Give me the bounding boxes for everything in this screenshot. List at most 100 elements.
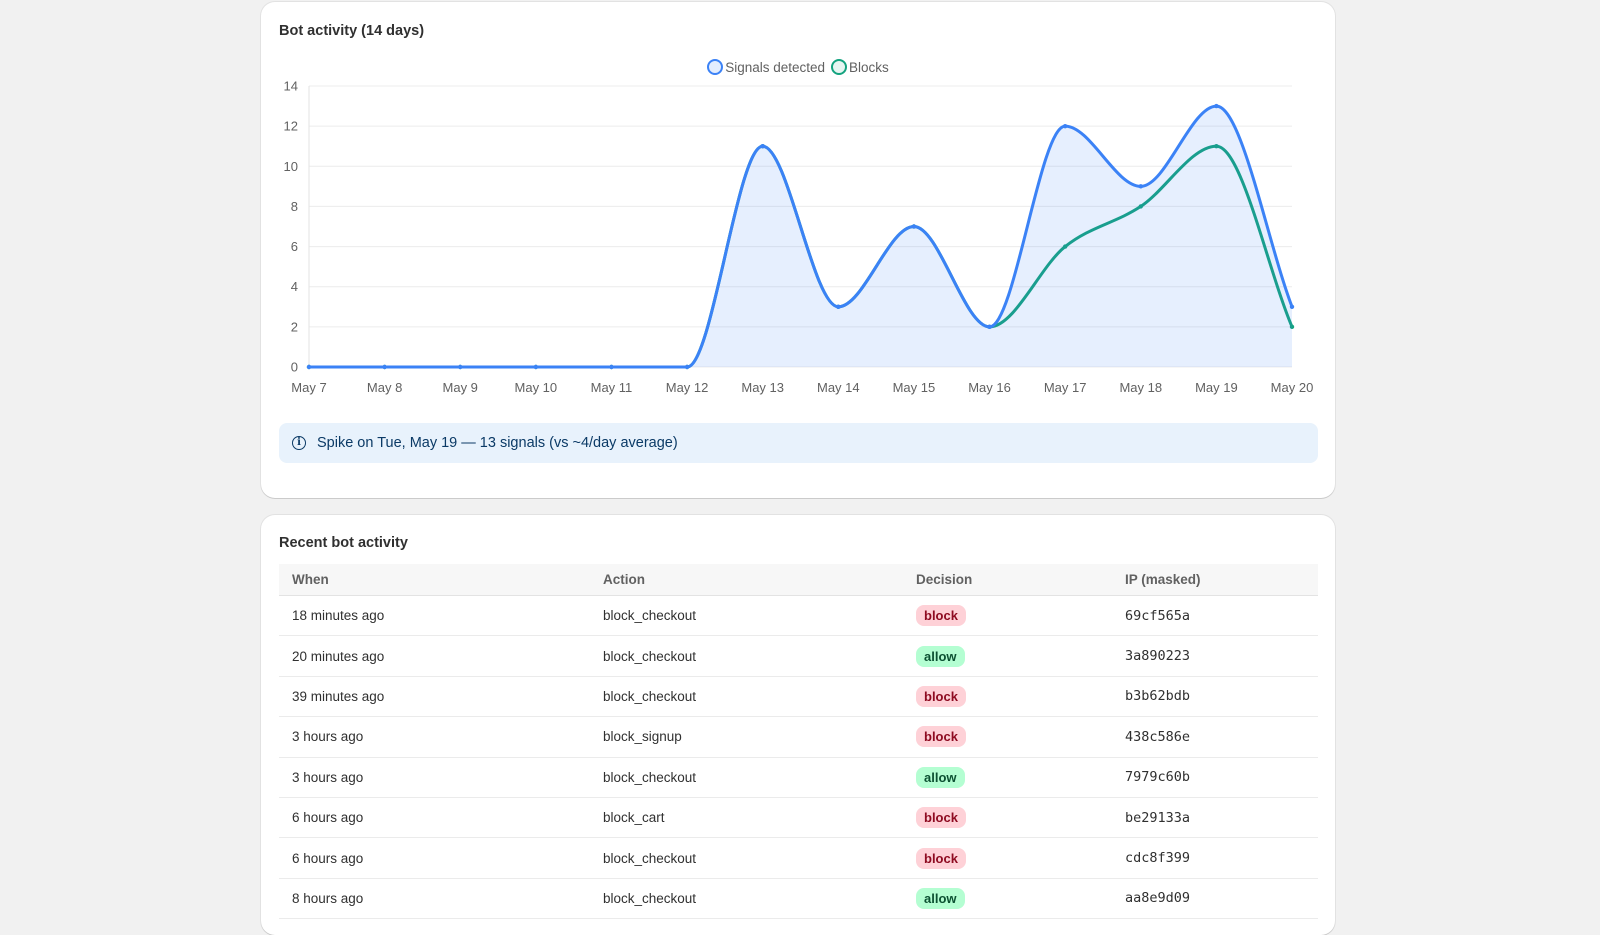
data-point-signals-detected xyxy=(760,144,765,149)
series-area-signals-detected xyxy=(309,106,1292,368)
row-ip: 438c586e xyxy=(1112,716,1318,758)
data-point-signals-detected xyxy=(458,364,463,370)
column-header-ip: IP (masked) xyxy=(1112,564,1318,596)
decision-badge: allow xyxy=(916,766,965,788)
x-tick-label: May 10 xyxy=(515,380,558,395)
row-when: 20 minutes ago xyxy=(279,635,590,677)
data-point-signals-detected xyxy=(382,364,387,370)
x-tick-label: May 19 xyxy=(1195,380,1238,395)
row-decision: allow xyxy=(903,635,1112,677)
column-header-action: Action xyxy=(590,564,903,596)
row-decision: block xyxy=(903,676,1112,718)
data-point-blocks xyxy=(1289,324,1295,330)
data-point-signals-detected xyxy=(684,364,690,370)
x-tick-label: May 7 xyxy=(291,380,326,395)
row-action: block_checkout xyxy=(590,878,903,920)
bot-activity-chart: 0 2 4 6 8 10 12 14 May 7 May 8 May 9 May 10 May 11 Ma… xyxy=(284,79,1314,396)
row-decision: block xyxy=(903,837,1112,879)
decision-badge: allow xyxy=(916,887,965,909)
row-decision: allow xyxy=(903,757,1112,798)
table-row[interactable]: 39 minutes ago block_checkout block b3b62bd… xyxy=(279,676,1318,718)
x-tick-label: May 13 xyxy=(741,380,784,395)
row-ip: cdc8f399 xyxy=(1112,837,1318,879)
data-point-signals-detected xyxy=(306,364,312,370)
x-tick-label: May 14 xyxy=(817,380,860,395)
spike-info-text: Spike on Tue, May 19 — 13 signals (vs ~4… xyxy=(317,435,678,451)
row-ip: 3a890223 xyxy=(1112,635,1318,677)
x-tick-label: May 15 xyxy=(893,380,936,395)
data-point-signals-detected xyxy=(533,364,539,370)
table-row[interactable]: 3 hours ago block_checkout allow 7979c60b xyxy=(279,757,1318,798)
row-decision: block xyxy=(903,716,1112,758)
row-decision: block xyxy=(903,797,1112,839)
data-point-signals-detected xyxy=(1062,123,1068,129)
row-when: 3 hours ago xyxy=(279,757,590,798)
row-action: block_checkout xyxy=(590,595,903,637)
column-header-decision: Decision xyxy=(903,564,1112,596)
data-point-signals-detected xyxy=(1214,103,1219,109)
legend-swatch-signals xyxy=(707,59,724,75)
data-point-blocks xyxy=(1062,244,1068,249)
data-point-signals-detected xyxy=(1289,304,1295,309)
data-point-blocks xyxy=(1214,144,1219,149)
x-tick-label: May 9 xyxy=(443,380,478,395)
row-when: 18 minutes ago xyxy=(279,595,590,637)
decision-badge: block xyxy=(916,807,966,829)
data-point-blocks xyxy=(1138,204,1143,209)
row-ip: b3b62bdb xyxy=(1112,676,1318,718)
decision-badge: block xyxy=(916,685,966,707)
table-card-title: Recent bot activity xyxy=(279,535,408,551)
table-row[interactable]: 8 hours ago block_checkout allow aa8e9d09 xyxy=(279,878,1318,920)
recent-bot-activity-card: Recent bot activity When Action Decision… xyxy=(261,515,1335,935)
chart-legend: Signals detected Blocks xyxy=(261,59,1335,75)
decision-badge: block xyxy=(916,726,966,748)
table-row[interactable]: 6 hours ago block_checkout block cdc8f399 xyxy=(279,837,1318,879)
row-when: 3 hours ago xyxy=(279,716,590,758)
row-action: block_checkout xyxy=(590,676,903,718)
recent-activity-table: When Action Decision IP (masked) 18 minu… xyxy=(279,564,1318,920)
y-tick-label: 8 xyxy=(291,199,298,214)
row-decision: allow xyxy=(903,878,1112,920)
row-action: block_checkout xyxy=(590,837,903,879)
row-action: block_cart xyxy=(590,797,903,839)
table-row[interactable]: 18 minutes ago block_checkout block 69cf565… xyxy=(279,595,1318,637)
data-point-signals-detected xyxy=(987,324,992,330)
row-ip: 69cf565a xyxy=(1112,595,1318,637)
table-row[interactable]: 3 hours ago block_signup block 438c586e xyxy=(279,716,1318,758)
decision-badge: block xyxy=(916,605,966,627)
row-action: block_checkout xyxy=(590,635,903,677)
data-point-signals-detected xyxy=(836,304,841,309)
x-tick-label: May 18 xyxy=(1119,380,1162,395)
legend-label-blocks: Blocks xyxy=(849,59,889,75)
x-tick-label: May 8 xyxy=(367,380,402,395)
decision-badge: block xyxy=(916,847,966,869)
x-tick-label: May 16 xyxy=(968,380,1011,395)
table-row[interactable]: 6 hours ago block_cart block be29133a xyxy=(279,797,1318,839)
legend-item-signals[interactable]: Signals detected xyxy=(707,59,825,75)
x-tick-label: May 20 xyxy=(1271,380,1314,395)
row-action: block_signup xyxy=(590,716,903,758)
table-row[interactable]: 20 minutes ago block_checkout allow 3a89022… xyxy=(279,635,1318,677)
y-tick-label: 4 xyxy=(291,279,298,294)
x-tick-label: May 12 xyxy=(666,380,709,395)
data-point-signals-detected xyxy=(911,224,917,229)
column-header-when: When xyxy=(279,564,590,596)
y-tick-label: 0 xyxy=(291,360,298,375)
x-tick-label: May 17 xyxy=(1044,380,1087,395)
legend-item-blocks[interactable]: Blocks xyxy=(831,59,889,75)
table-body: 18 minutes ago block_checkout block 69cf565… xyxy=(279,595,1318,920)
row-when: 8 hours ago xyxy=(279,878,590,920)
row-decision: block xyxy=(903,595,1112,637)
bot-activity-card: Bot activity (14 days) 0 2 4 6 8 10 12 14 May 7 M… xyxy=(261,2,1335,498)
decision-badge: allow xyxy=(916,645,965,667)
chart-card-title: Bot activity (14 days) xyxy=(279,23,425,39)
table-header-row: When Action Decision IP (masked) xyxy=(279,564,1318,596)
legend-swatch-blocks xyxy=(831,59,848,75)
info-icon: i xyxy=(292,436,306,450)
row-ip: aa8e9d09 xyxy=(1112,878,1318,920)
row-ip: 7979c60b xyxy=(1112,757,1318,798)
y-tick-label: 14 xyxy=(284,79,298,94)
row-action: block_checkout xyxy=(590,757,903,798)
y-tick-label: 10 xyxy=(284,159,298,174)
legend-label-signals: Signals detected xyxy=(725,59,826,75)
